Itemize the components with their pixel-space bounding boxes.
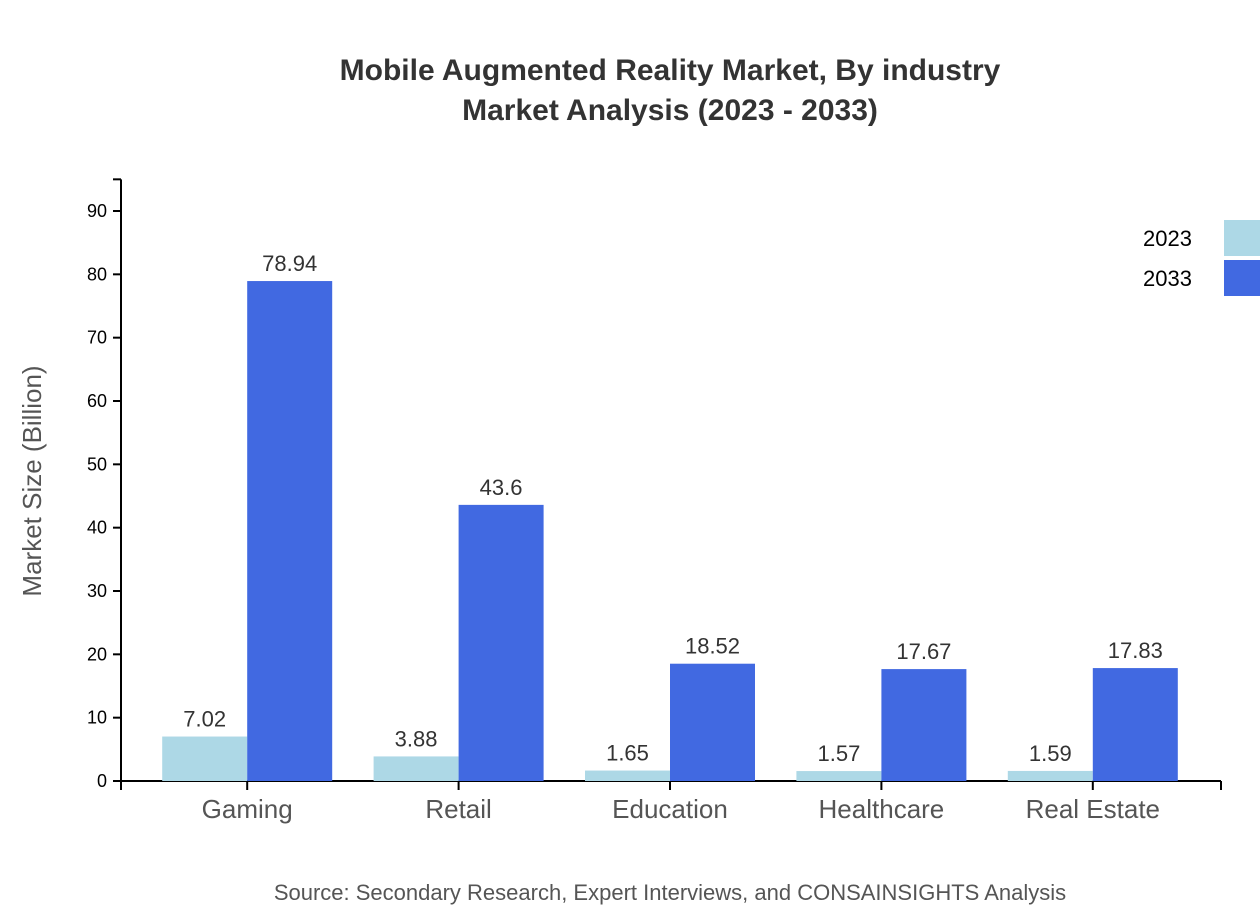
data-label: 3.88 xyxy=(395,726,438,751)
x-tick-label: Real Estate xyxy=(1026,794,1160,824)
legend-swatch xyxy=(1224,220,1260,256)
data-label: 18.52 xyxy=(685,634,740,659)
y-tick-label: 0 xyxy=(97,771,107,791)
y-tick-label: 90 xyxy=(87,201,107,221)
y-tick-label: 60 xyxy=(87,391,107,411)
bar-2033-retail xyxy=(458,504,544,781)
bar-2023-education xyxy=(585,770,670,781)
bar-2023-healthcare xyxy=(796,771,882,781)
data-label: 1.57 xyxy=(817,741,860,766)
x-tick-label: Gaming xyxy=(202,794,293,824)
y-tick-label: 10 xyxy=(87,708,107,728)
data-label: 43.6 xyxy=(480,475,523,500)
y-tick-label: 40 xyxy=(87,518,107,538)
y-tick-label: 70 xyxy=(87,328,107,348)
chart-title-line-2: Market Analysis (2023 - 2033) xyxy=(462,94,878,127)
data-label: 7.02 xyxy=(183,707,226,732)
y-tick-label: 30 xyxy=(87,581,107,601)
y-tick-label: 50 xyxy=(87,454,107,474)
x-tick-label: Education xyxy=(612,794,728,824)
data-label: 1.59 xyxy=(1029,741,1072,766)
bar-2023-real-estate xyxy=(1007,770,1093,781)
bar-2033-real-estate xyxy=(1092,668,1178,781)
y-tick-label: 20 xyxy=(87,644,107,664)
x-tick-label: Healthcare xyxy=(819,794,945,824)
bar-2033-gaming xyxy=(247,281,333,781)
y-axis: 0 10 20 30 40 50 60 70 80 90 xyxy=(87,178,122,791)
bar-2023-gaming xyxy=(162,736,248,781)
x-axis: Gaming Retail Education Healthcare Real Esta… xyxy=(120,780,1222,824)
y-axis-label: Market Size (Billion) xyxy=(17,365,47,596)
legend-label: 2033 xyxy=(1143,266,1192,291)
x-tick-label: Retail xyxy=(425,794,491,824)
bar-2023-retail xyxy=(373,756,459,781)
bar-2033-education xyxy=(670,663,755,781)
chart-title-line-1: Mobile Augmented Reality Market, By indu… xyxy=(340,54,1001,87)
legend-swatch xyxy=(1224,260,1260,296)
y-tick-label: 80 xyxy=(87,264,107,284)
bars: 7.02 78.94 3.88 43.6 1.65 18.52 1.57 17.67 1.59 1… xyxy=(162,251,1178,781)
legend-label: 2023 xyxy=(1143,226,1192,251)
legend: 2023 2033 xyxy=(1143,220,1260,296)
source-note: Source: Secondary Research, Expert Inter… xyxy=(274,880,1066,905)
data-label: 17.67 xyxy=(896,639,951,664)
data-label: 1.65 xyxy=(606,741,649,766)
data-label: 78.94 xyxy=(262,251,317,276)
bar-2033-healthcare xyxy=(881,669,967,781)
data-label: 17.83 xyxy=(1108,638,1163,663)
